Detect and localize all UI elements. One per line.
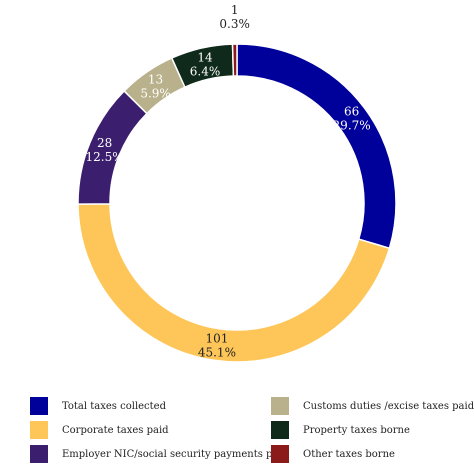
slice-percent-label: 45.1% bbox=[198, 346, 236, 360]
legend-swatch bbox=[271, 445, 289, 463]
slice-value-label: 28 bbox=[97, 136, 112, 150]
legend-label: Corporate taxes paid bbox=[62, 424, 169, 436]
legend-item-corporate-taxes-paid: Corporate taxes paid bbox=[30, 420, 169, 440]
slice-percent-label: 0.3% bbox=[219, 17, 250, 31]
legend: Total taxes collected Corporate taxes pa… bbox=[0, 388, 474, 474]
slice-percent-label: 12.5% bbox=[86, 150, 124, 164]
legend-label: Employer NIC/social security payments pa… bbox=[62, 448, 289, 460]
slice-percent-label: 29.7% bbox=[333, 118, 371, 132]
donut-slice bbox=[231, 43, 238, 77]
legend-item-total-taxes-collected: Total taxes collected bbox=[30, 396, 166, 416]
slice-percent-label: 6.4% bbox=[190, 65, 221, 79]
legend-swatch bbox=[30, 445, 48, 463]
legend-label: Total taxes collected bbox=[62, 400, 166, 412]
legend-swatch bbox=[30, 421, 48, 439]
slice-percent-label: 5.9% bbox=[140, 86, 171, 100]
legend-item-customs-duties: Customs duties /excise taxes paid bbox=[271, 396, 474, 416]
slice-value-label: 66 bbox=[344, 104, 359, 118]
slice-value-label: 1 bbox=[231, 3, 239, 17]
legend-label: Customs duties /excise taxes paid bbox=[303, 400, 474, 412]
legend-swatch bbox=[271, 421, 289, 439]
legend-item-other-taxes: Other taxes borne bbox=[271, 444, 395, 464]
legend-item-property-taxes: Property taxes borne bbox=[271, 420, 410, 440]
legend-item-employer-nic: Employer NIC/social security payments pa… bbox=[30, 444, 288, 464]
donut-slice bbox=[77, 203, 391, 363]
donut-slice bbox=[77, 89, 148, 205]
legend-swatch bbox=[30, 397, 48, 415]
slice-value-label: 101 bbox=[205, 332, 228, 346]
legend-swatch bbox=[271, 397, 289, 415]
donut-slice bbox=[236, 43, 397, 250]
legend-label: Other taxes borne bbox=[303, 448, 395, 460]
slice-value-label: 14 bbox=[197, 51, 213, 65]
slice-value-label: 13 bbox=[148, 72, 163, 86]
legend-label: Property taxes borne bbox=[303, 424, 410, 436]
